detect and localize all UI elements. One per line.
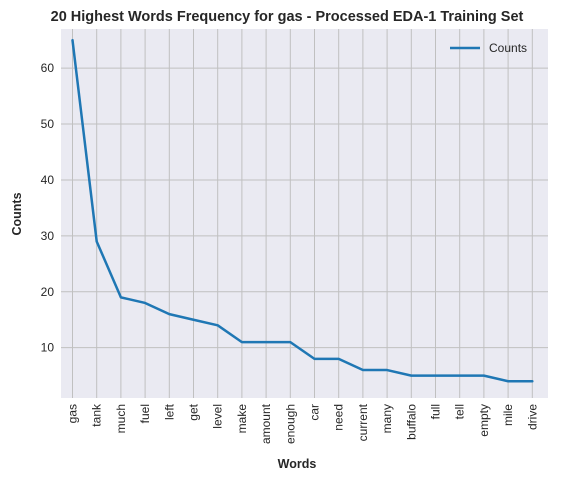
x-tick-label: mile bbox=[501, 404, 515, 426]
x-tick-label: tank bbox=[90, 403, 104, 427]
x-tick-label: get bbox=[187, 403, 201, 420]
y-tick-label: 40 bbox=[41, 173, 55, 187]
legend: Counts bbox=[450, 41, 527, 55]
x-tick-label: gas bbox=[66, 404, 80, 423]
y-tick-label: 60 bbox=[41, 61, 55, 75]
x-tick-label: left bbox=[162, 403, 176, 420]
x-tick-label: level bbox=[211, 404, 225, 429]
y-tick-labels: 10 20 30 40 50 60 bbox=[41, 61, 55, 355]
plot-area bbox=[61, 29, 548, 398]
x-tick-label: fuel bbox=[138, 404, 152, 423]
x-tick-label: tell bbox=[453, 404, 467, 419]
y-tick-label: 10 bbox=[41, 341, 55, 355]
x-tick-label: full bbox=[429, 404, 443, 419]
y-axis-label: Counts bbox=[10, 192, 24, 235]
x-tick-label: current bbox=[356, 403, 370, 441]
legend-label-counts: Counts bbox=[489, 41, 527, 55]
x-tick-labels: gas tank much fuel left get level make amount eno… bbox=[66, 403, 540, 444]
chart-title: 20 Highest Words Frequency for gas - Pro… bbox=[51, 9, 524, 25]
x-tick-label: amount bbox=[259, 403, 273, 444]
x-tick-label: car bbox=[308, 404, 322, 421]
x-gridlines bbox=[72, 29, 533, 398]
x-tick-label: enough bbox=[283, 404, 297, 444]
y-tick-label: 50 bbox=[41, 117, 55, 131]
x-tick-label: many bbox=[380, 404, 394, 433]
series-line-counts bbox=[71, 38, 534, 383]
y-tick-label: 20 bbox=[41, 285, 55, 299]
x-tick-label: need bbox=[332, 404, 346, 431]
x-axis-label: Words bbox=[278, 457, 317, 471]
y-gridlines bbox=[61, 67, 548, 349]
x-tick-label: empty bbox=[477, 404, 491, 437]
x-tick-label: make bbox=[235, 404, 249, 434]
series-group bbox=[71, 38, 534, 383]
x-tick-label: drive bbox=[525, 404, 539, 430]
y-tick-label: 30 bbox=[41, 229, 55, 243]
x-tick-label: buffalo bbox=[404, 404, 418, 440]
x-tick-label: much bbox=[114, 404, 128, 433]
